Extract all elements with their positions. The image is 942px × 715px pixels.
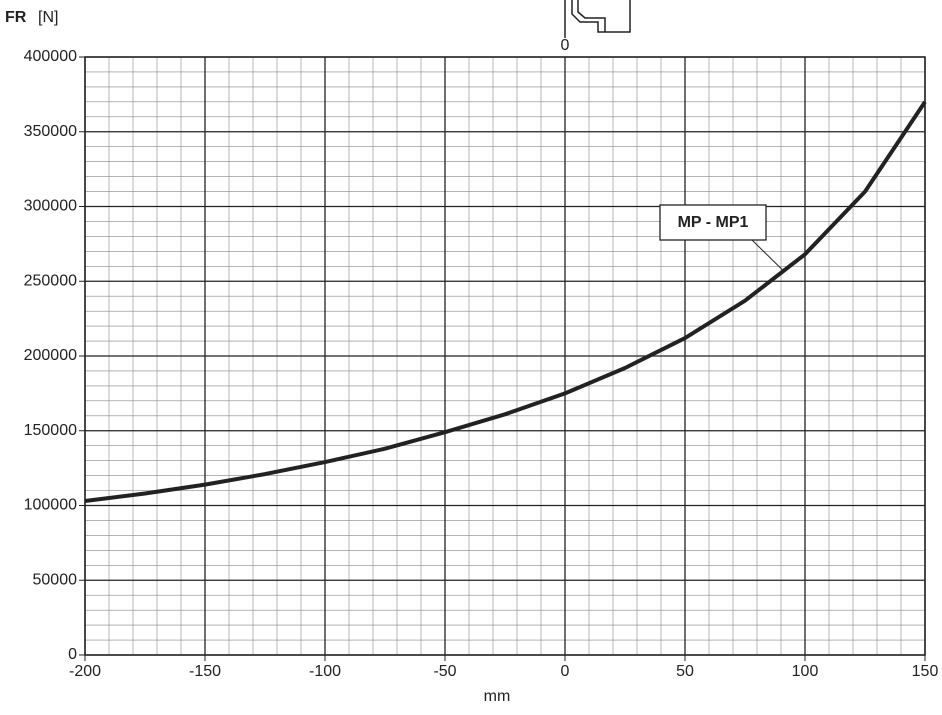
y-tick-label: 200000 bbox=[24, 347, 77, 364]
y-tick-label: 350000 bbox=[24, 123, 77, 140]
x-tick-label: -100 bbox=[309, 663, 341, 680]
y-tick-label: 250000 bbox=[24, 272, 77, 289]
x-tick-label: 150 bbox=[912, 663, 939, 680]
top-icon bbox=[564, 0, 631, 38]
y-tick-label: 0 bbox=[68, 646, 77, 663]
x-tick-label: 100 bbox=[792, 663, 819, 680]
x-tick-label: -150 bbox=[189, 663, 221, 680]
plot-frame bbox=[84, 56, 926, 656]
x-tick-label: 0 bbox=[561, 663, 570, 680]
top-marker-label: 0 bbox=[561, 37, 570, 54]
y-tick-label: 300000 bbox=[24, 198, 77, 215]
x-tick-label: 50 bbox=[676, 663, 694, 680]
label-box bbox=[659, 204, 767, 241]
series-label: MP - MP1 bbox=[678, 214, 749, 231]
y-tick-label: 50000 bbox=[33, 571, 78, 588]
label-leader bbox=[751, 239, 784, 271]
x-tick-label: -200 bbox=[69, 663, 101, 680]
x-label: mm bbox=[484, 688, 511, 705]
y-tick-label: 100000 bbox=[24, 497, 77, 514]
y-tick-label: 150000 bbox=[24, 422, 77, 439]
series-line bbox=[84, 100, 927, 503]
y-label-unit: [N] bbox=[38, 9, 58, 26]
x-tick-label: -50 bbox=[433, 663, 456, 680]
y-tick-label: 400000 bbox=[24, 48, 77, 65]
y-label-bold: FR bbox=[5, 9, 27, 26]
